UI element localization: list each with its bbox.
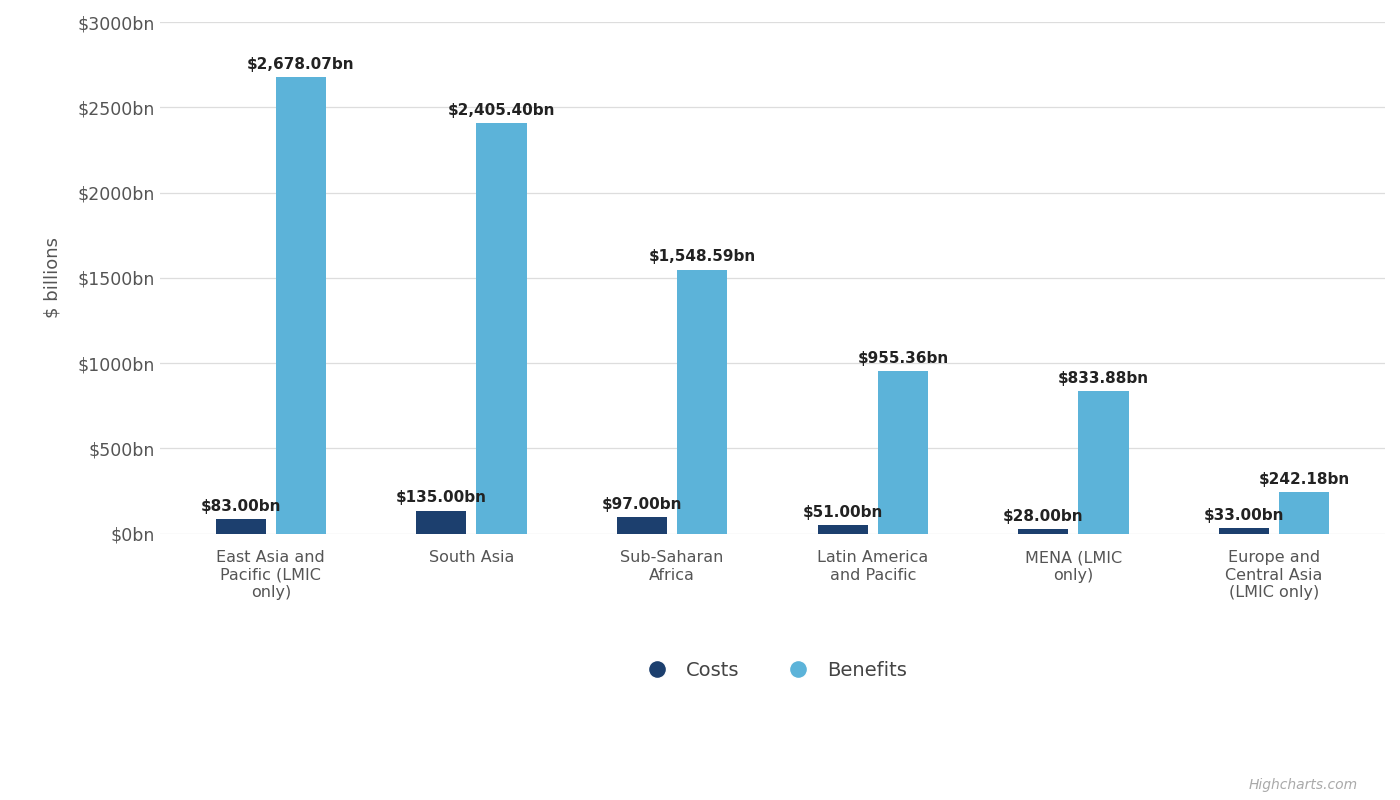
Bar bbox=[678, 270, 728, 534]
Text: $33.00bn: $33.00bn bbox=[1204, 508, 1284, 523]
Text: $2,678.07bn: $2,678.07bn bbox=[246, 57, 354, 72]
Bar bbox=[617, 517, 666, 534]
Y-axis label: $ billions: $ billions bbox=[43, 238, 62, 318]
Text: $97.00bn: $97.00bn bbox=[602, 497, 682, 512]
Text: $1,548.59bn: $1,548.59bn bbox=[648, 250, 756, 264]
Text: $833.88bn: $833.88bn bbox=[1058, 371, 1149, 386]
Bar bbox=[216, 519, 266, 534]
Bar bbox=[416, 510, 466, 534]
Bar bbox=[1018, 529, 1068, 534]
Legend: Costs, Benefits: Costs, Benefits bbox=[630, 653, 916, 687]
Text: $2,405.40bn: $2,405.40bn bbox=[448, 103, 556, 118]
Bar bbox=[1078, 391, 1128, 534]
Bar bbox=[276, 77, 326, 534]
Text: $51.00bn: $51.00bn bbox=[802, 505, 883, 520]
Bar bbox=[818, 525, 868, 534]
Text: $955.36bn: $955.36bn bbox=[857, 350, 949, 366]
Bar bbox=[1280, 492, 1330, 534]
Text: $83.00bn: $83.00bn bbox=[200, 499, 281, 514]
Bar bbox=[476, 123, 526, 534]
Bar bbox=[1219, 528, 1270, 534]
Text: $135.00bn: $135.00bn bbox=[396, 490, 487, 506]
Text: Highcharts.com: Highcharts.com bbox=[1249, 778, 1358, 792]
Bar bbox=[878, 370, 928, 534]
Text: $242.18bn: $242.18bn bbox=[1259, 472, 1350, 487]
Text: $28.00bn: $28.00bn bbox=[1002, 509, 1084, 524]
